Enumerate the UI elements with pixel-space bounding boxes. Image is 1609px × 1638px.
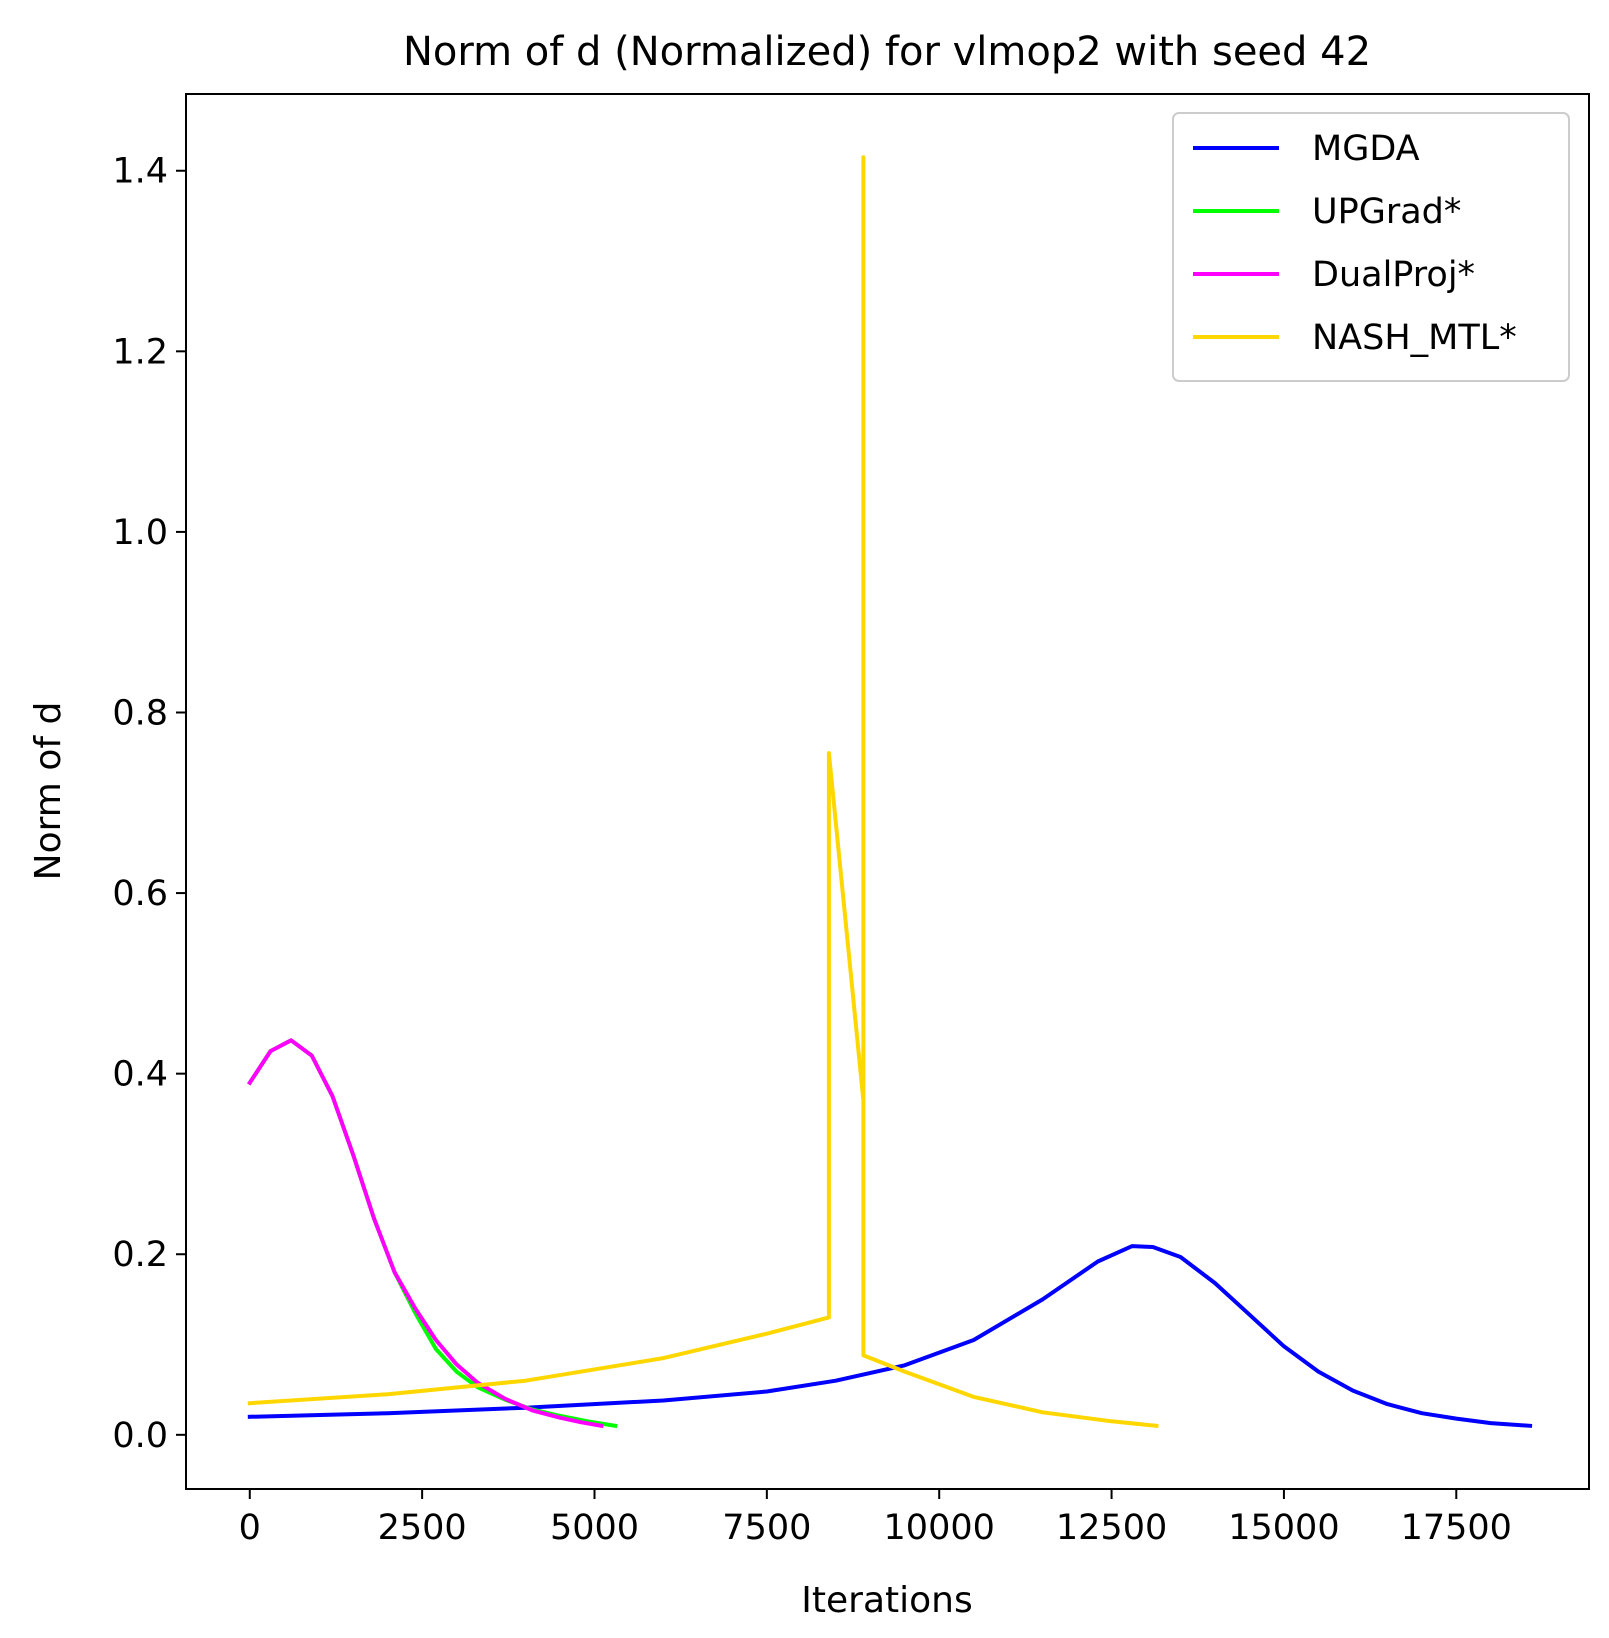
y-tick-label: 0.6 [112,874,168,914]
legend-label: MGDA [1312,129,1420,169]
legend-label: UPGrad* [1312,192,1461,232]
series-line-mgda [247,1244,1533,1428]
y-tick-label: 1.0 [112,513,168,553]
chart-title: Norm of d (Normalized) for vlmop2 with s… [403,29,1371,75]
legend: MGDA UPGrad* DualProj* NASH_MTL* [1172,112,1570,382]
series-line-dualproj [247,1038,604,1429]
y-tick-label: 1.2 [112,332,168,372]
legend-label: NASH_MTL* [1312,318,1517,358]
x-tick-label: 5000 [550,1508,639,1548]
x-tick-label: 7500 [722,1508,811,1548]
x-tick-label: 0 [239,1508,261,1548]
y-tick-label: 0.4 [112,1055,168,1095]
legend-label: DualProj* [1312,255,1475,295]
y-tick-label: 1.4 [112,152,168,192]
plot-area-frame [185,93,1590,1490]
x-tick-label: 12500 [1056,1508,1167,1548]
y-tick-label: 0.8 [112,693,168,733]
y-tick-label: 0.0 [112,1416,168,1456]
series-lines [247,155,1533,1429]
x-tick-label: 10000 [884,1508,995,1548]
x-tick-label: 15000 [1228,1508,1339,1548]
y-tick-label: 0.2 [112,1235,168,1275]
x-tick-label: 2500 [378,1508,467,1548]
x-axis: 0 2500 5000 7500 10000 12500 15000 17500 [239,1489,1512,1548]
series-line-nash-mtl [247,155,1159,1428]
x-axis-label: Iterations [801,1580,972,1621]
series-line-upgrad [247,1038,618,1429]
legend-box [1172,112,1570,382]
y-axis-label: Norm of d [28,702,69,881]
y-axis: 0.0 0.2 0.4 0.6 0.8 1.0 1.2 1.4 [112,152,186,1456]
x-tick-label: 17500 [1401,1508,1512,1548]
